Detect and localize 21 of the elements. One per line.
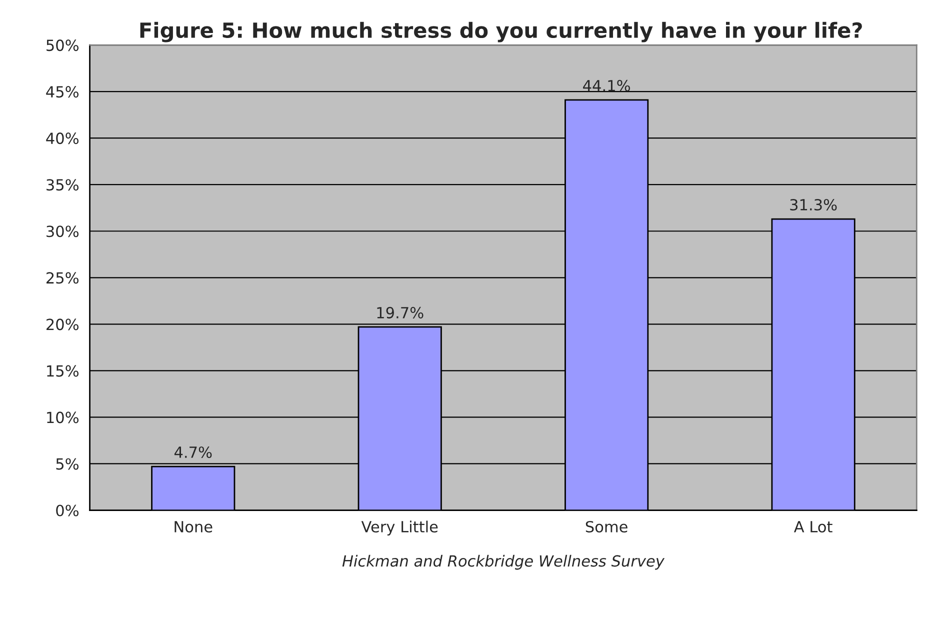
- x-tick-label: A Lot: [794, 521, 832, 532]
- y-tick-label: 45%: [46, 86, 79, 98]
- x-tick-label: Some: [586, 520, 628, 532]
- x-tick-label: None: [174, 521, 212, 532]
- y-tick-label: 0%: [56, 504, 79, 516]
- y-tick-label: 20%: [46, 318, 79, 330]
- y-tick-label: 50%: [46, 40, 79, 52]
- y-tick-label: 40%: [46, 132, 79, 144]
- y-tick-label: 10%: [47, 412, 79, 424]
- y-tick-label: 30%: [46, 226, 79, 238]
- x-tick-label: Very Little: [361, 520, 438, 536]
- y-tick-label: 25%: [46, 272, 79, 284]
- data-label: 44.1%: [583, 80, 630, 92]
- data-label: 4.7%: [174, 446, 212, 458]
- chart-title: Figure 5: How much stress do you currently have in your life?: [140, 22, 862, 42]
- data-label: 19.7%: [377, 306, 424, 318]
- y-tick-label: 5%: [56, 458, 79, 470]
- data-label: 31.3%: [790, 198, 837, 211]
- y-tick-label: 35%: [46, 179, 79, 191]
- x-axis-title: Hickman and Rockbridge Wellness Survey: [342, 554, 665, 570]
- y-tick-label: 15%: [47, 365, 79, 377]
